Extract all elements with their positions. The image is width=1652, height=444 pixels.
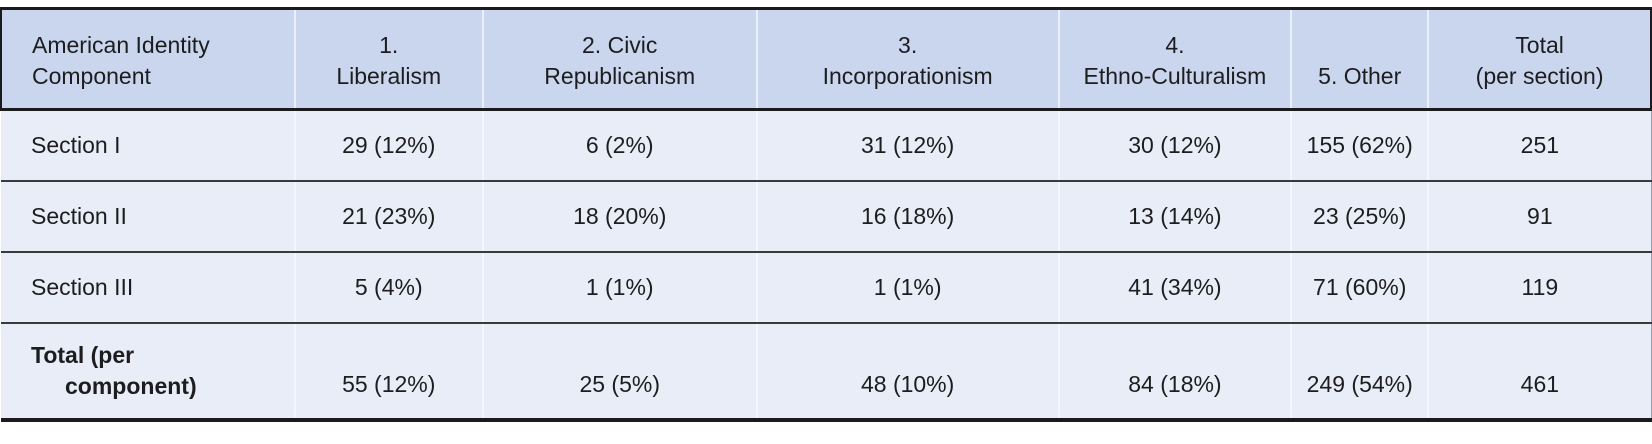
data-cell: 5 (4%) — [293, 251, 483, 324]
col-header-other: 5. Other — [1290, 8, 1429, 111]
row-label-section-3: Section III — [1, 251, 295, 324]
data-cell: 55 (12%) — [293, 322, 483, 420]
table-header: American Identity Component 1. Liberalis… — [0, 8, 1652, 111]
data-cell: 16 (18%) — [755, 180, 1059, 253]
row-label-section-1: Section I — [1, 109, 295, 182]
row-label-section-2: Section II — [1, 180, 295, 253]
identity-components-table: American Identity Component 1. Liberalis… — [0, 7, 1652, 422]
data-cell: 23 (25%) — [1290, 180, 1429, 253]
row-label-total-per-component: Total (per component) — [1, 322, 295, 420]
table-body: Section I 29 (12%) 6 (2%) 31 (12%) 30 (1… — [1, 109, 1652, 420]
data-cell: 30 (12%) — [1057, 109, 1292, 182]
table-frame: American Identity Component 1. Liberalis… — [0, 7, 1652, 422]
data-cell: 6 (2%) — [481, 109, 757, 182]
header-row: American Identity Component 1. Liberalis… — [0, 8, 1652, 111]
row-total-cell: 251 — [1427, 109, 1652, 182]
col-header-total-per-section: Total (per section) — [1427, 8, 1652, 111]
table-row-section-1: Section I 29 (12%) 6 (2%) 31 (12%) 30 (1… — [1, 109, 1652, 182]
table-row-section-3: Section III 5 (4%) 1 (1%) 1 (1%) 41 (34%… — [1, 251, 1652, 324]
table-row-total-per-component: Total (per component) 55 (12%) 25 (5%) 4… — [1, 322, 1652, 420]
col-header-component: American Identity Component — [0, 8, 295, 111]
col-header-liberalism: 1. Liberalism — [293, 8, 483, 111]
table-row-section-2: Section II 21 (23%) 18 (20%) 16 (18%) 13… — [1, 180, 1652, 253]
data-cell: 71 (60%) — [1290, 251, 1429, 324]
col-header-civic-republicanism: 2. Civic Republicanism — [481, 8, 757, 111]
data-cell: 155 (62%) — [1290, 109, 1429, 182]
data-cell: 41 (34%) — [1057, 251, 1292, 324]
col-header-ethno-culturalism: 4. Ethno-Culturalism — [1057, 8, 1292, 111]
data-cell: 1 (1%) — [481, 251, 757, 324]
data-cell: 29 (12%) — [293, 109, 483, 182]
data-cell: 1 (1%) — [755, 251, 1059, 324]
data-cell: 25 (5%) — [481, 322, 757, 420]
col-header-incorporationism: 3. Incorporationism — [755, 8, 1059, 111]
row-total-cell: 119 — [1427, 251, 1652, 324]
data-cell: 31 (12%) — [755, 109, 1059, 182]
data-cell: 21 (23%) — [293, 180, 483, 253]
data-cell: 84 (18%) — [1057, 322, 1292, 420]
data-cell: 13 (14%) — [1057, 180, 1292, 253]
data-cell: 18 (20%) — [481, 180, 757, 253]
data-cell: 48 (10%) — [755, 322, 1059, 420]
grand-total-cell: 461 — [1427, 322, 1652, 420]
row-total-cell: 91 — [1427, 180, 1652, 253]
data-cell: 249 (54%) — [1290, 322, 1429, 420]
